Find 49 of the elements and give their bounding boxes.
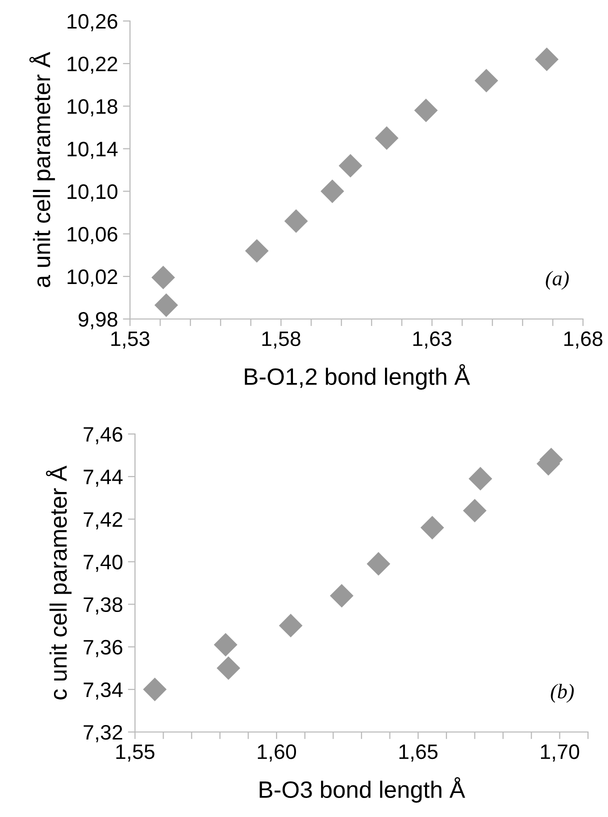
x-tick-label: 1,55 xyxy=(116,744,154,762)
y-tick-label: 7,44 xyxy=(84,470,123,487)
x-axis-title: B-O1,2 bond length Å xyxy=(244,364,470,390)
annotation: (a) xyxy=(546,270,569,290)
point xyxy=(468,467,492,490)
y-tick-label: 7,42 xyxy=(84,512,122,530)
y-tick-label: 7,46 xyxy=(84,427,122,444)
y-tick-label: 7,34 xyxy=(84,682,123,700)
y-tick-label: 9,98 xyxy=(78,312,118,330)
point xyxy=(330,584,354,608)
point xyxy=(366,552,390,576)
y-tick-label: 10,22 xyxy=(68,56,118,74)
point xyxy=(245,239,268,262)
point xyxy=(320,180,344,203)
y-tick-label: 10,06 xyxy=(68,226,118,244)
y-tick-label: 10,26 xyxy=(68,14,118,32)
x-tick-label: 1,53 xyxy=(111,331,150,349)
point xyxy=(338,154,362,178)
y-axis-title: a unit cell parameter Å xyxy=(29,52,55,288)
y-tick-label: 7,40 xyxy=(84,554,122,572)
x-tick-label: 1,70 xyxy=(541,744,580,762)
x-tick-label: 1,58 xyxy=(262,331,300,349)
point xyxy=(535,48,558,71)
x-tick-label: 1,65 xyxy=(399,744,438,762)
x-tick-label: 1,68 xyxy=(564,331,602,349)
x-tick-label: 1,60 xyxy=(258,744,296,762)
point xyxy=(154,294,178,317)
point xyxy=(420,516,444,540)
y-tick-label: 7,32 xyxy=(84,725,122,742)
y-tick-label: 7,36 xyxy=(84,640,122,658)
y-axis-title: c unit cell parameter Å xyxy=(46,466,72,700)
x-axis-title: B-O3 bond length Å xyxy=(260,777,466,803)
y-tick-label: 10,10 xyxy=(68,184,118,202)
point xyxy=(474,69,498,92)
y-tick-label: 7,38 xyxy=(84,597,122,614)
point xyxy=(375,126,398,150)
x-tick-label: 1,63 xyxy=(413,331,452,349)
point xyxy=(214,633,238,656)
point xyxy=(152,266,175,289)
point xyxy=(463,499,486,522)
point xyxy=(284,210,308,233)
point xyxy=(216,656,240,680)
y-tick-label: 10,02 xyxy=(68,269,118,287)
y-tick-label: 10,14 xyxy=(68,142,118,159)
annotation: (b) xyxy=(550,684,574,703)
point xyxy=(143,678,166,701)
y-tick-label: 10,18 xyxy=(68,99,118,116)
point xyxy=(414,98,438,122)
point xyxy=(279,614,302,638)
